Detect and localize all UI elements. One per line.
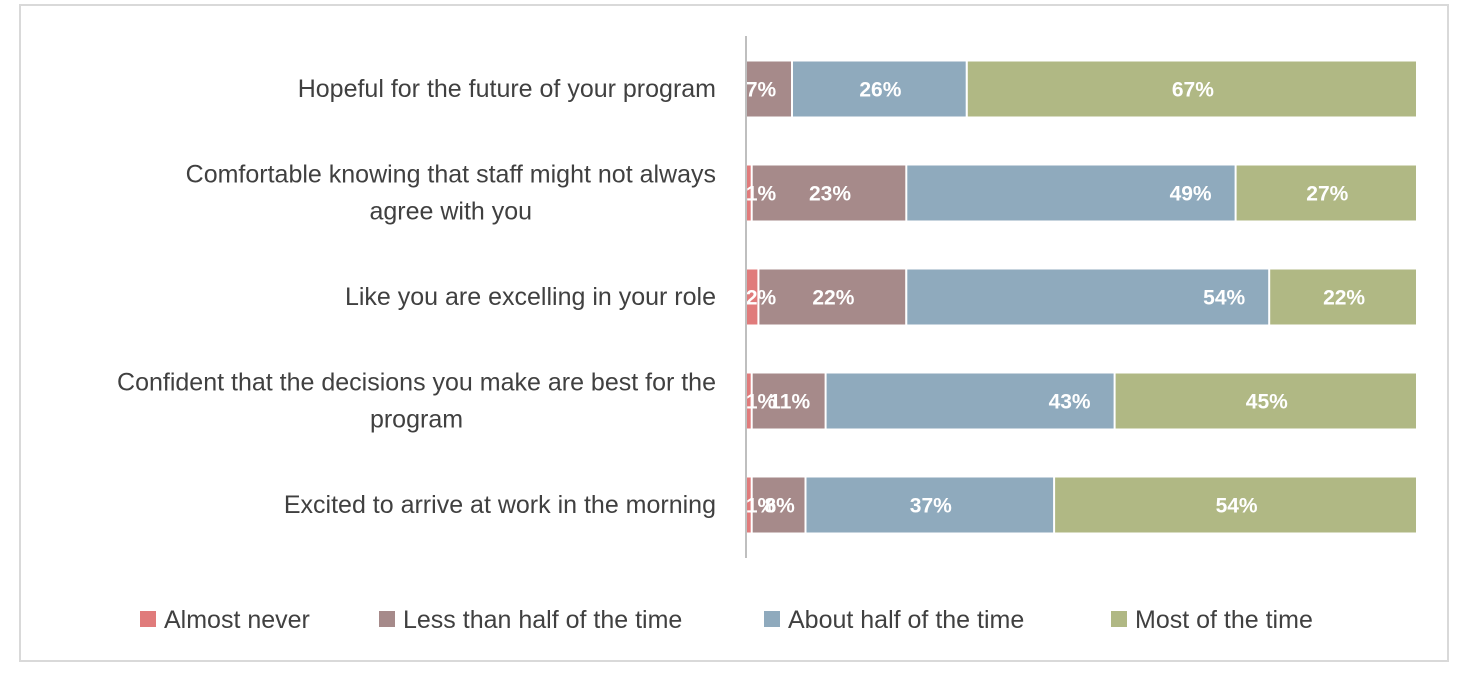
data-label: 23% [809,183,851,206]
category-label: Confident that the decisions you make ar… [117,369,716,397]
category-label: Excited to arrive at work in the morning [284,491,716,519]
data-label: 11% [769,391,810,414]
legend-label: Almost never [164,606,310,634]
category-label: program [370,406,463,434]
legend-label: Less than half of the time [403,606,682,634]
legend-label: About half of the time [788,606,1024,634]
legend-item: Most of the time [1111,606,1313,634]
data-label: 49% [1170,183,1212,206]
bars-layer [746,61,1416,533]
data-label: 1% [746,391,777,414]
category-label: Comfortable knowing that staff might not… [186,161,716,189]
bar-segment [746,373,751,429]
bar-segment [752,373,825,429]
data-label: 22% [812,287,854,310]
legend-item: Less than half of the time [379,606,682,634]
bar-segment [1236,165,1416,221]
data-label: 67% [1172,79,1214,102]
data-label: 54% [1216,495,1258,518]
category-labels: Hopeful for the future of your program Co… [117,75,716,519]
legend-swatch [1111,611,1127,627]
category-label: Hopeful for the future of your program [298,75,716,103]
bar-segment [1270,269,1416,325]
legend-swatch [379,611,395,627]
data-label: 45% [1246,391,1288,414]
legend-swatch [764,611,780,627]
bar-segment [759,269,906,325]
bar-segment [1115,373,1416,429]
data-label: 26% [859,79,901,102]
bar-segment [746,477,751,533]
bar-segment [967,61,1416,117]
data-label: 1% [746,495,777,518]
legend-swatch [140,611,156,627]
data-label: 22% [1323,287,1365,310]
bar-segment [806,477,1054,533]
data-label: 2% [746,287,777,310]
data-label: 37% [910,495,952,518]
bar-segment [907,269,1269,325]
legend-label: Most of the time [1135,606,1313,634]
data-label: 7% [746,79,777,102]
data-label: 1% [746,183,777,206]
bar-segment [752,477,805,533]
legend-item: Almost never [140,606,310,634]
bar-segment [907,165,1235,221]
data-label: 27% [1306,183,1348,206]
data-label: 54% [1203,287,1245,310]
legend-item: About half of the time [764,606,1024,634]
category-label: agree with you [369,198,532,226]
bar-segment [746,165,751,221]
bar-segment [752,165,906,221]
bar-segment [1055,477,1416,533]
labels-layer: 7% 26% 67%1% 23% 49% 27%2% 22% 54% 22%1%11% 43% 45… [746,79,1366,518]
bar-segment [826,373,1114,429]
bar-segment [793,61,966,117]
bar-segment [746,269,758,325]
data-label: 43% [1049,391,1091,414]
data-label: 8% [764,495,795,518]
bar-segment [746,61,791,117]
category-label: Like you are excelling in your role [345,283,716,311]
legend: Almost never Less than half of the time Ab… [140,606,1313,634]
